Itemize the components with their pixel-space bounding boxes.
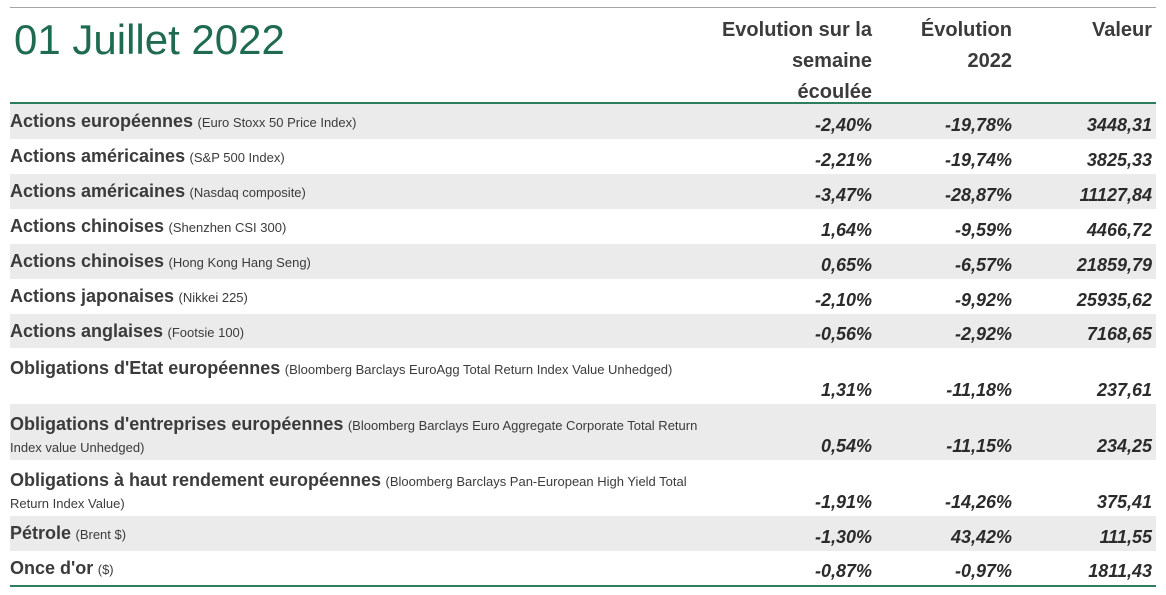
ytd-change-cell: -19,74% <box>944 150 1012 170</box>
weekly-change-cell: -2,40% <box>814 115 872 135</box>
value-cell: 3448,31 <box>1086 115 1152 135</box>
row-label: Actions chinoises <box>10 216 165 236</box>
value-cell: 234,25 <box>1096 436 1152 456</box>
row-index: (Nikkei 225) <box>178 290 248 305</box>
header-divider <box>10 102 1156 104</box>
row-label: Obligations d'entreprises européennes <box>10 414 344 434</box>
ytd-change-cell: -9,59% <box>954 220 1012 240</box>
weekly-change-cell: -3,47% <box>814 185 872 205</box>
header-weekly-line2: semaine <box>791 50 872 72</box>
row-index: (Shenzhen CSI 300) <box>168 220 287 235</box>
header-weekly-line1: Evolution sur la <box>721 19 872 41</box>
row-index: (Euro Stoxx 50 Price Index) <box>197 115 357 130</box>
weekly-change-cell: -0,87% <box>814 561 872 581</box>
weekly-change-cell: -0,56% <box>814 324 872 344</box>
table-row: Actions chinoises (Shenzhen CSI 300) 1,6… <box>10 209 1156 244</box>
row-index: ($) <box>97 562 114 577</box>
weekly-change-cell: 1,64% <box>820 220 872 240</box>
weekly-change-cell: -1,91% <box>814 492 872 512</box>
row-index: (Brent $) <box>75 527 127 542</box>
market-summary-sheet: 01 Juillet 2022 Evolution sur la semaine… <box>10 7 1156 587</box>
table-row: Actions américaines (Nasdaq composite) -… <box>10 174 1156 209</box>
ytd-change-cell: -9,92% <box>954 290 1012 310</box>
row-label: Actions chinoises <box>10 251 165 271</box>
row-label: Obligations d'Etat européennes <box>10 358 281 378</box>
ytd-change-cell: -6,57% <box>954 255 1012 275</box>
weekly-change-cell: 1,31% <box>820 380 872 400</box>
row-label: Actions européennes <box>10 111 194 131</box>
value-cell: 237,61 <box>1096 380 1152 400</box>
table-row: Obligations d'Etat européennes (Bloomber… <box>10 348 1156 404</box>
table-row: Actions européennes (Euro Stoxx 50 Price… <box>10 104 1156 139</box>
ytd-change-cell: -11,18% <box>946 380 1012 400</box>
row-label: Actions japonaises <box>10 286 175 306</box>
header-ytd-line2: 2022 <box>967 50 1013 72</box>
row-label: Actions anglaises <box>10 321 164 341</box>
value-cell: 375,41 <box>1096 492 1152 512</box>
header-weekly-line3: écoulée <box>797 81 872 103</box>
page-title: 01 Juillet 2022 <box>14 16 285 63</box>
table-row: Once d'or ($) -0,87% -0,97% 1811,43 <box>10 551 1156 585</box>
weekly-change-cell: 0,65% <box>820 255 872 275</box>
ytd-change-cell: -14,26% <box>944 492 1012 512</box>
header-value: Valeur <box>1091 19 1152 41</box>
value-cell: 21859,79 <box>1076 255 1152 275</box>
market-table: Actions européennes (Euro Stoxx 50 Price… <box>10 104 1156 585</box>
value-cell: 4466,72 <box>1086 220 1152 240</box>
weekly-change-cell: -2,10% <box>814 290 872 310</box>
row-index: (Bloomberg Barclays Pan-European High Yi… <box>10 474 687 511</box>
row-label: Actions américaines <box>10 181 186 201</box>
value-cell: 3825,33 <box>1086 150 1152 170</box>
row-index: (Bloomberg Barclays EuroAgg Total Return… <box>284 362 673 377</box>
table-row: Pétrole (Brent $) -1,30% 43,42% 111,55 <box>10 516 1156 551</box>
row-index: (Hong Kong Hang Seng) <box>168 255 311 270</box>
table-row: Actions chinoises (Hong Kong Hang Seng) … <box>10 244 1156 279</box>
ytd-change-cell: -19,78% <box>944 115 1012 135</box>
footer-divider <box>10 585 1156 587</box>
weekly-change-cell: 0,54% <box>820 436 872 456</box>
ytd-change-cell: -28,87% <box>944 185 1012 205</box>
table-row: Actions japonaises (Nikkei 225) -2,10% -… <box>10 279 1156 314</box>
row-label: Once d'or <box>10 558 94 578</box>
row-index: (S&P 500 Index) <box>189 150 285 165</box>
value-cell: 1811,43 <box>1088 561 1152 581</box>
row-index: (Bloomberg Barclays Euro Aggregate Corpo… <box>10 418 698 455</box>
table-row: Obligations d'entreprises européennes (B… <box>10 404 1156 460</box>
value-cell: 25935,62 <box>1076 290 1152 310</box>
header-ytd-line1: Évolution <box>920 19 1012 41</box>
row-label: Pétrole <box>10 523 72 543</box>
top-rule <box>10 7 1156 8</box>
weekly-change-cell: -1,30% <box>814 527 872 547</box>
header-weekly-change: Evolution sur la semaine écoulée <box>672 15 872 108</box>
ytd-change-cell: -0,97% <box>954 561 1012 581</box>
value-cell: 111,55 <box>1099 527 1152 547</box>
value-cell: 11127,84 <box>1079 185 1152 205</box>
ytd-change-cell: -2,92% <box>954 324 1012 344</box>
row-index: (Nasdaq composite) <box>189 185 306 200</box>
weekly-change-cell: -2,21% <box>814 150 872 170</box>
row-label: Obligations à haut rendement européennes <box>10 470 382 490</box>
row-label: Actions américaines <box>10 146 186 166</box>
ytd-change-cell: 43,42% <box>950 527 1012 547</box>
table-row: Obligations à haut rendement européennes… <box>10 460 1156 516</box>
table-row: Actions anglaises (Footsie 100) -0,56% -… <box>10 314 1156 348</box>
value-cell: 7168,65 <box>1086 324 1152 344</box>
header-ytd-change: Évolution 2022 <box>872 15 1012 77</box>
row-index: (Footsie 100) <box>167 325 245 340</box>
ytd-change-cell: -11,15% <box>946 436 1012 456</box>
table-row: Actions américaines (S&P 500 Index) -2,2… <box>10 139 1156 174</box>
